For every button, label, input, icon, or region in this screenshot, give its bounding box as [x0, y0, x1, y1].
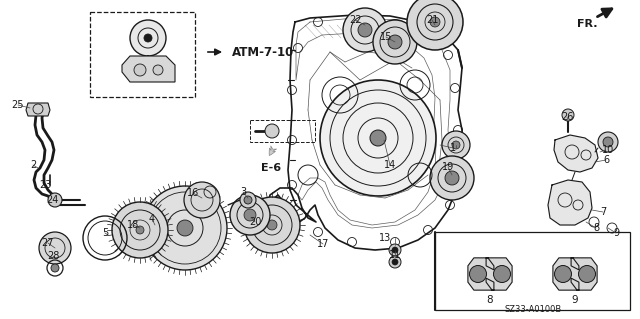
Circle shape: [134, 64, 146, 76]
Circle shape: [389, 244, 401, 256]
Circle shape: [430, 156, 474, 200]
Circle shape: [452, 141, 460, 149]
Text: 18: 18: [127, 220, 139, 230]
Circle shape: [470, 265, 486, 283]
Text: 11: 11: [389, 250, 401, 260]
Text: 3: 3: [240, 187, 246, 197]
Circle shape: [603, 137, 613, 147]
Text: FR.: FR.: [577, 19, 597, 29]
Text: 17: 17: [317, 239, 329, 249]
Circle shape: [562, 109, 574, 121]
Text: 25: 25: [12, 100, 24, 110]
Circle shape: [579, 265, 595, 283]
Polygon shape: [554, 135, 598, 172]
Text: 9: 9: [572, 295, 579, 305]
Circle shape: [392, 259, 398, 265]
Circle shape: [343, 8, 387, 52]
Circle shape: [265, 124, 279, 138]
Text: ATM-7-10: ATM-7-10: [232, 46, 294, 58]
Circle shape: [112, 202, 168, 258]
Text: 4: 4: [149, 214, 155, 224]
Text: 15: 15: [380, 32, 392, 42]
Circle shape: [445, 171, 459, 185]
Circle shape: [493, 265, 511, 283]
Circle shape: [370, 130, 386, 146]
Circle shape: [240, 192, 256, 208]
Text: 9: 9: [613, 228, 619, 238]
Text: 19: 19: [442, 162, 454, 172]
Circle shape: [230, 195, 270, 235]
Text: SZ33-A0100B: SZ33-A0100B: [504, 306, 562, 315]
Circle shape: [407, 0, 463, 50]
Text: 21: 21: [426, 15, 438, 25]
Text: 23: 23: [39, 180, 51, 190]
Polygon shape: [468, 258, 512, 290]
Circle shape: [388, 35, 402, 49]
Circle shape: [51, 264, 59, 272]
Circle shape: [48, 193, 62, 207]
Bar: [435, 232, 630, 310]
Text: 8: 8: [486, 295, 493, 305]
Circle shape: [267, 220, 277, 230]
Text: 28: 28: [47, 251, 59, 261]
Circle shape: [554, 265, 572, 283]
Circle shape: [184, 182, 220, 218]
Text: 6: 6: [603, 155, 609, 165]
Circle shape: [153, 65, 163, 75]
Circle shape: [358, 23, 372, 37]
Circle shape: [373, 20, 417, 64]
Circle shape: [392, 247, 398, 253]
Text: 2: 2: [30, 160, 36, 170]
Text: 24: 24: [46, 195, 58, 205]
Bar: [250, 120, 315, 142]
Circle shape: [442, 131, 470, 159]
Circle shape: [244, 196, 252, 204]
Text: 22: 22: [349, 15, 361, 25]
Circle shape: [244, 209, 256, 221]
Polygon shape: [122, 56, 175, 82]
Circle shape: [320, 80, 436, 196]
Text: 16: 16: [187, 188, 199, 198]
Text: 13: 13: [379, 233, 391, 243]
Text: 27: 27: [42, 238, 54, 248]
Text: E-6: E-6: [261, 163, 281, 173]
Circle shape: [143, 186, 227, 270]
Circle shape: [144, 34, 152, 42]
Circle shape: [389, 256, 401, 268]
Bar: [90, 12, 195, 97]
Circle shape: [130, 20, 166, 56]
Circle shape: [598, 132, 618, 152]
Polygon shape: [553, 258, 597, 290]
Text: 5: 5: [102, 228, 108, 238]
Text: 26: 26: [561, 112, 573, 122]
Circle shape: [430, 17, 440, 27]
Circle shape: [136, 226, 144, 234]
Polygon shape: [26, 103, 50, 116]
Text: 7: 7: [600, 207, 606, 217]
Text: 8: 8: [593, 223, 599, 233]
Text: 10: 10: [602, 145, 614, 155]
Polygon shape: [548, 180, 592, 225]
Text: 14: 14: [384, 160, 396, 170]
Text: 20: 20: [249, 217, 261, 227]
Circle shape: [177, 220, 193, 236]
Circle shape: [244, 197, 300, 253]
Circle shape: [39, 232, 71, 264]
Text: 1: 1: [450, 143, 456, 153]
